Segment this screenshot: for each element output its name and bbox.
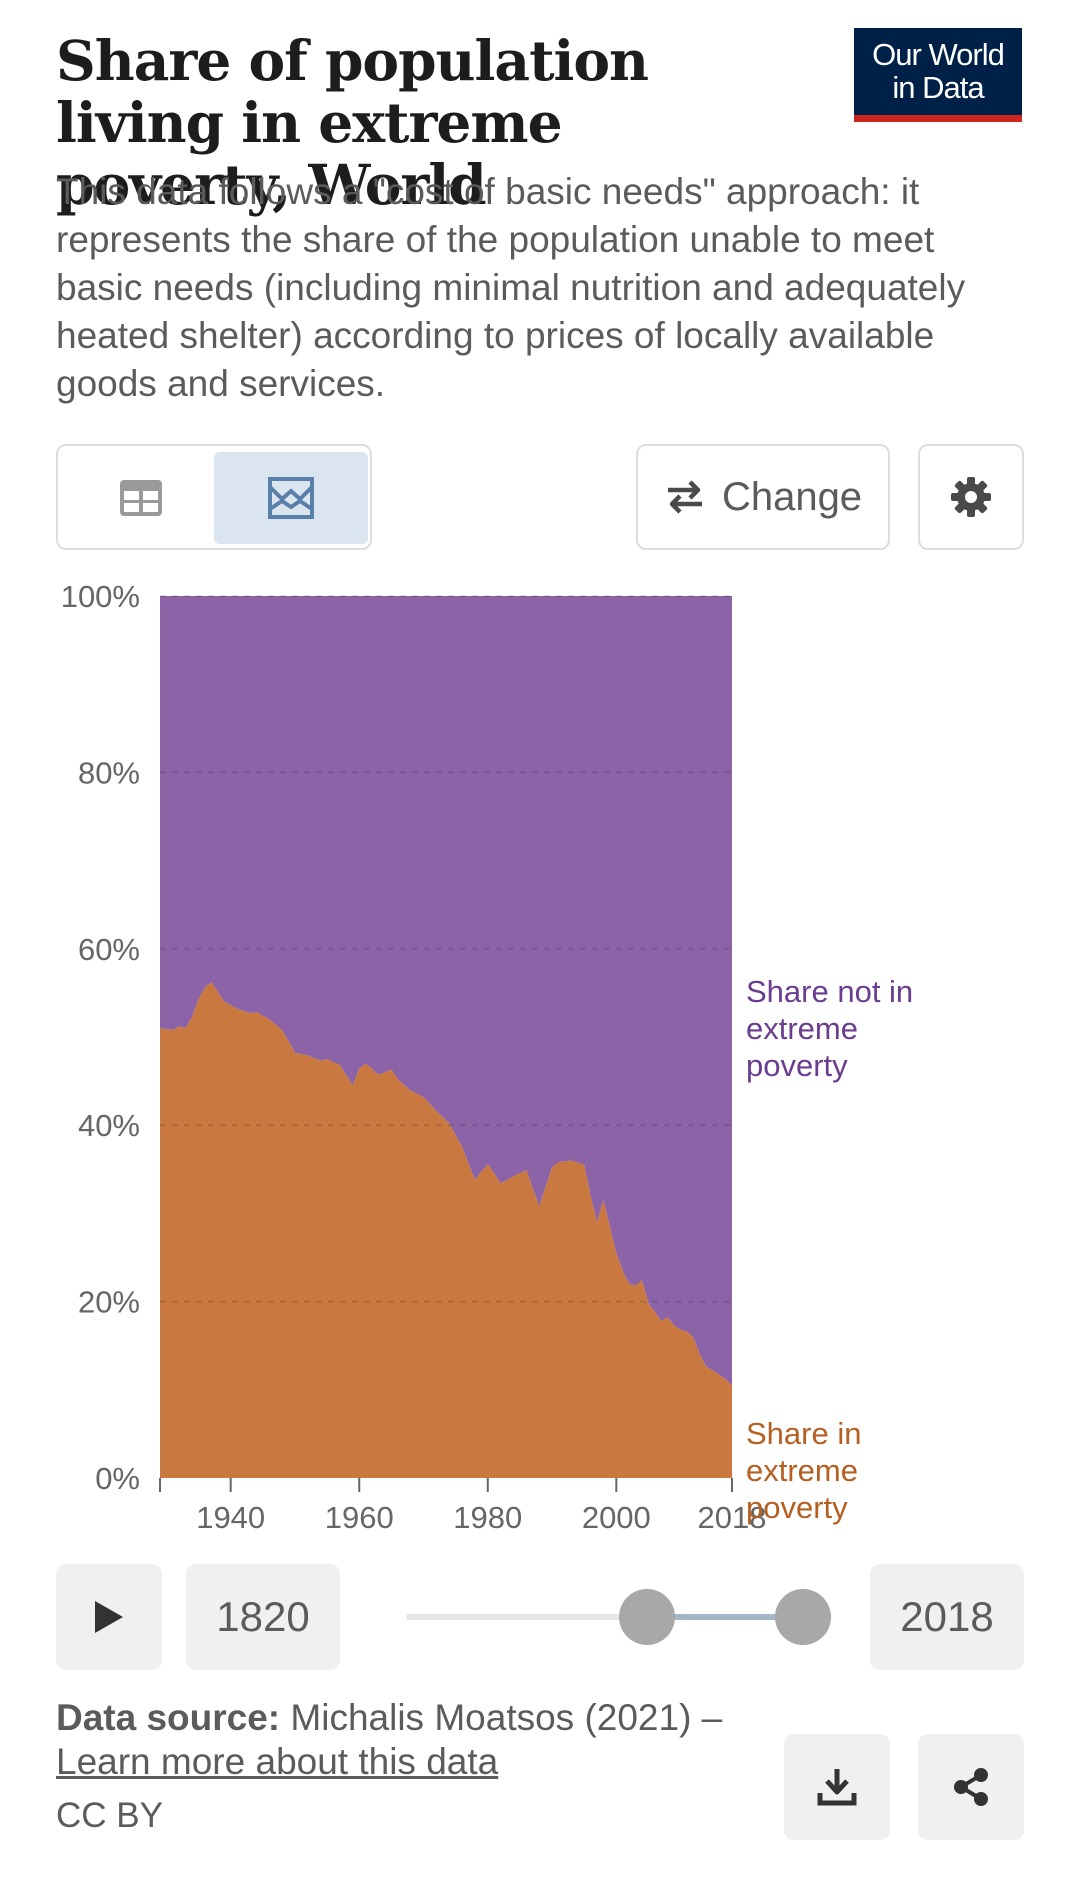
x-tick-label: 2000 [582, 1500, 651, 1530]
y-tick-label: 0% [95, 1461, 140, 1496]
y-axis: 0% 20% 40% 60% 80% 100% [61, 579, 140, 1496]
area-share-not-in-poverty [160, 596, 732, 1386]
series-label-line: Share in [746, 1416, 861, 1451]
source-text: Michalis Moatsos (2021) – [290, 1697, 723, 1738]
data-source: Data source: Michalis Moatsos (2021) – L… [56, 1696, 776, 1784]
view-toggle [56, 444, 372, 550]
y-tick-label: 20% [78, 1285, 140, 1320]
timeline-selected-range [648, 1614, 804, 1620]
download-icon [817, 1769, 857, 1806]
series-label-share-not-in-poverty: Share not in extreme poverty [746, 974, 913, 1083]
chart-subtitle: This data follows a "cost of basic needs… [56, 171, 966, 404]
x-axis: 1940 1960 1980 2000 2018 [159, 1478, 767, 1530]
table-view-button[interactable] [64, 452, 218, 544]
learn-more-link[interactable]: Learn more about this data [56, 1741, 499, 1782]
settings-button[interactable] [918, 444, 1024, 550]
series-label-line: poverty [746, 1490, 848, 1525]
stacked-area-chart[interactable]: 0%20%40%60%80%100% 1940 1960 1980 2000 2018 … [0, 570, 1080, 1530]
series-label-line: extreme [746, 1453, 858, 1488]
x-tick-label: 1980 [453, 1500, 522, 1530]
logo-line-2: in Data [892, 70, 984, 105]
table-icon [120, 480, 162, 516]
x-tick-label: 1960 [325, 1500, 394, 1530]
logo-line-1: Our World [872, 37, 1005, 72]
area-share-in-poverty [160, 982, 732, 1478]
end-year-label[interactable]: 2018 [870, 1564, 1024, 1670]
share-button[interactable] [918, 1734, 1024, 1840]
y-tick-label: 60% [78, 932, 140, 967]
change-entity-button[interactable]: Change [636, 444, 890, 550]
logo-red-bar [854, 115, 1022, 122]
timeline-end-handle[interactable] [775, 1589, 831, 1645]
source-label: Data source: [56, 1697, 281, 1738]
chart-icon [268, 477, 314, 519]
timeline-track[interactable] [406, 1614, 806, 1620]
download-button[interactable] [784, 1734, 890, 1840]
share-icon [954, 1768, 988, 1806]
timeline-start-handle[interactable] [619, 1589, 675, 1645]
x-tick-label: 2018 [698, 1500, 767, 1530]
series-label-line: extreme [746, 1011, 858, 1046]
series-label-line: Share not in [746, 974, 913, 1009]
x-tick-label: 1940 [196, 1500, 265, 1530]
y-tick-label: 40% [78, 1108, 140, 1143]
play-icon [95, 1601, 123, 1633]
owid-logo[interactable]: Our World in Data [854, 28, 1022, 122]
series-label-share-in-poverty: Share in extreme poverty [746, 1416, 861, 1525]
chart-title: Share of population living in extreme po… [56, 28, 649, 217]
start-year-label[interactable]: 1820 [186, 1564, 340, 1670]
gear-icon [951, 477, 991, 517]
y-tick-label: 100% [61, 579, 140, 614]
change-label: Change [721, 474, 863, 519]
y-tick-label: 80% [78, 755, 140, 790]
play-button[interactable] [56, 1564, 162, 1670]
chart-view-button[interactable] [214, 452, 368, 544]
series-label-line: poverty [746, 1048, 848, 1083]
swap-arrows-icon [667, 480, 702, 514]
chart-areas [160, 595, 732, 1478]
license-text: CC BY [56, 1796, 163, 1835]
